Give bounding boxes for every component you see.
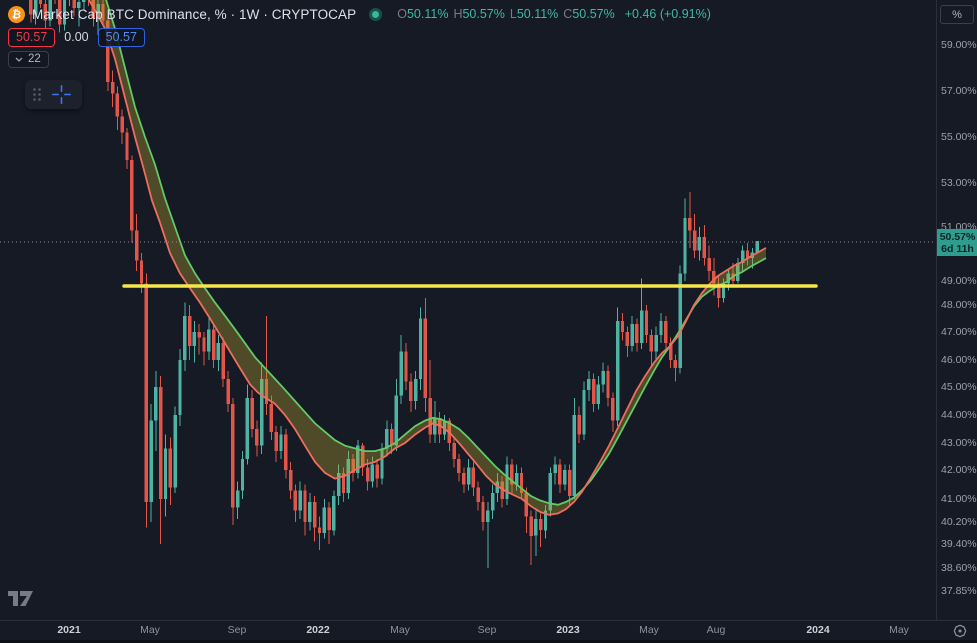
legend-title-row: ₿ Market Cap BTC Dominance, % · 1W · CRY… (6, 4, 711, 24)
price-tick: 42.00% (941, 464, 977, 476)
drag-handle-icon[interactable] (33, 88, 41, 101)
bar-countdown: 6d 11h (941, 242, 974, 255)
time-axis[interactable]: 2021 May Sep 2022 May Sep 2023 May Aug 2024 May (0, 620, 977, 641)
bitcoin-icon: ₿ (6, 4, 27, 24)
open-value: 50.11% (406, 7, 449, 21)
time-tick: May (889, 624, 909, 636)
ma-ribbon (87, 0, 767, 516)
close-value: 50.57% (572, 7, 615, 21)
axis-settings-button[interactable] (952, 623, 968, 643)
price-tick: 46.00% (941, 354, 977, 366)
candles-count-dropdown[interactable]: 22 (8, 51, 49, 68)
gear-icon (953, 624, 967, 638)
crosshair-icon (51, 85, 71, 104)
crosshair-tool-button[interactable] (48, 82, 74, 108)
symbol-title[interactable]: Market Cap BTC Dominance, % · 1W · CRYPT… (32, 6, 357, 22)
chart-pane[interactable]: ₿ Market Cap BTC Dominance, % · 1W · CRY… (0, 0, 936, 620)
price-tick: 55.00% (941, 131, 977, 143)
price-tick: 39.40% (941, 538, 977, 550)
price-tick: 53.00% (941, 177, 977, 189)
time-tick: May (140, 624, 160, 636)
candlestick-chart[interactable] (0, 0, 936, 620)
time-tick: May (390, 624, 410, 636)
high-value: 50.57% (462, 7, 505, 21)
time-tick: 2024 (806, 624, 830, 636)
ma-slow-line (105, 0, 767, 506)
price-tick: 49.00% (941, 275, 977, 287)
change-value: +0.46 (+0.91%) (624, 7, 711, 21)
price-tick: 47.00% (941, 326, 977, 338)
price-tick: 48.00% (941, 299, 977, 311)
last-price-value: 50.57% (939, 230, 976, 243)
price-tick: 37.85% (941, 585, 977, 597)
price-tick: 45.00% (941, 381, 977, 393)
price-axis[interactable]: % 59.00% 57.00% 55.00% 53.00% 51.00% 49.00% 48… (936, 0, 977, 620)
time-tick: 2023 (556, 624, 580, 636)
price-tick: 38.60% (941, 562, 977, 574)
time-tick: Aug (706, 624, 726, 636)
ma-fast-line (87, 0, 767, 516)
ohlc-values: O50.11% H50.57% L50.11% C50.57% (397, 7, 615, 21)
time-tick: Sep (227, 624, 247, 636)
price-tick: 43.00% (941, 437, 977, 449)
price-tick: 44.00% (941, 409, 977, 421)
chevron-down-icon (15, 57, 23, 62)
low-value: 50.11% (516, 7, 559, 21)
market-status-icon[interactable] (369, 7, 383, 21)
time-tick: Sep (477, 624, 497, 636)
middle-price-label: 0.00 (64, 30, 89, 44)
price-tick: 59.00% (941, 39, 977, 51)
candles (29, 0, 759, 568)
tradingview-logo[interactable] (8, 590, 34, 612)
price-tick: 57.00% (941, 85, 977, 97)
time-tick: 2021 (57, 624, 81, 636)
time-tick: May (639, 624, 659, 636)
time-tick: 2022 (306, 624, 330, 636)
price-tick: 40.20% (941, 516, 977, 528)
window-edge (0, 640, 977, 643)
legend-price-row: 50.57 0.00 50.57 (8, 27, 145, 47)
legend-dropdown-row: 22 (8, 51, 49, 68)
price-tick: 41.00% (941, 493, 977, 505)
price-unit-button[interactable]: % (940, 5, 974, 24)
last-price-label: 50.57% 6d 11h (937, 229, 977, 256)
drawing-toolbar[interactable] (25, 80, 82, 109)
lower-price-label[interactable]: 50.57 (97, 27, 145, 47)
upper-price-label[interactable]: 50.57 (8, 27, 56, 47)
